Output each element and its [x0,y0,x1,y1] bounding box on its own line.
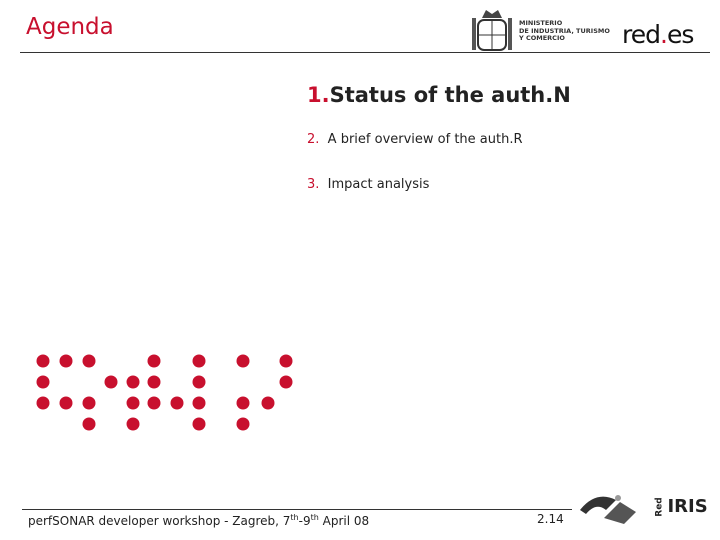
dot [82,354,96,368]
dot [261,396,275,410]
dot [279,354,293,368]
ministry-name: MINISTERIO DE INDUSTRIA, TURISMO Y COMERCI… [519,19,610,42]
agenda-item: 2. A brief overview of the auth.R [307,132,523,147]
dot [147,354,161,368]
dot [126,396,140,410]
dot [104,375,118,389]
dot [170,396,184,410]
slide-title: Agenda [26,14,114,40]
dot [192,396,206,410]
dot [147,375,161,389]
dot [82,417,96,431]
header-rule [20,52,710,53]
logo: red.es [622,20,694,49]
dot [126,417,140,431]
dot [36,354,50,368]
dot [82,396,96,410]
dot-pattern [36,354,293,431]
footer-rule [22,509,572,510]
page-number: 2.14 [537,512,564,526]
dot [36,396,50,410]
footer-text: perfSONAR developer workshop - Zagreb, 7… [28,513,370,528]
dot [236,417,250,431]
agenda-item: 3. Impact analysis [307,177,430,192]
dot [279,375,293,389]
dot [236,396,250,410]
dot [59,396,73,410]
rediris-emblem [580,495,636,524]
dot [59,354,73,368]
dot [236,354,250,368]
coat-of-arms [472,10,512,51]
dot [126,375,140,389]
dot [192,375,206,389]
dot [192,417,206,431]
dot [147,396,161,410]
dot [192,354,206,368]
agenda-item: 1.Status of the auth.N [307,83,571,107]
partner-logo: Red IRIS [654,496,708,517]
dot [36,375,50,389]
